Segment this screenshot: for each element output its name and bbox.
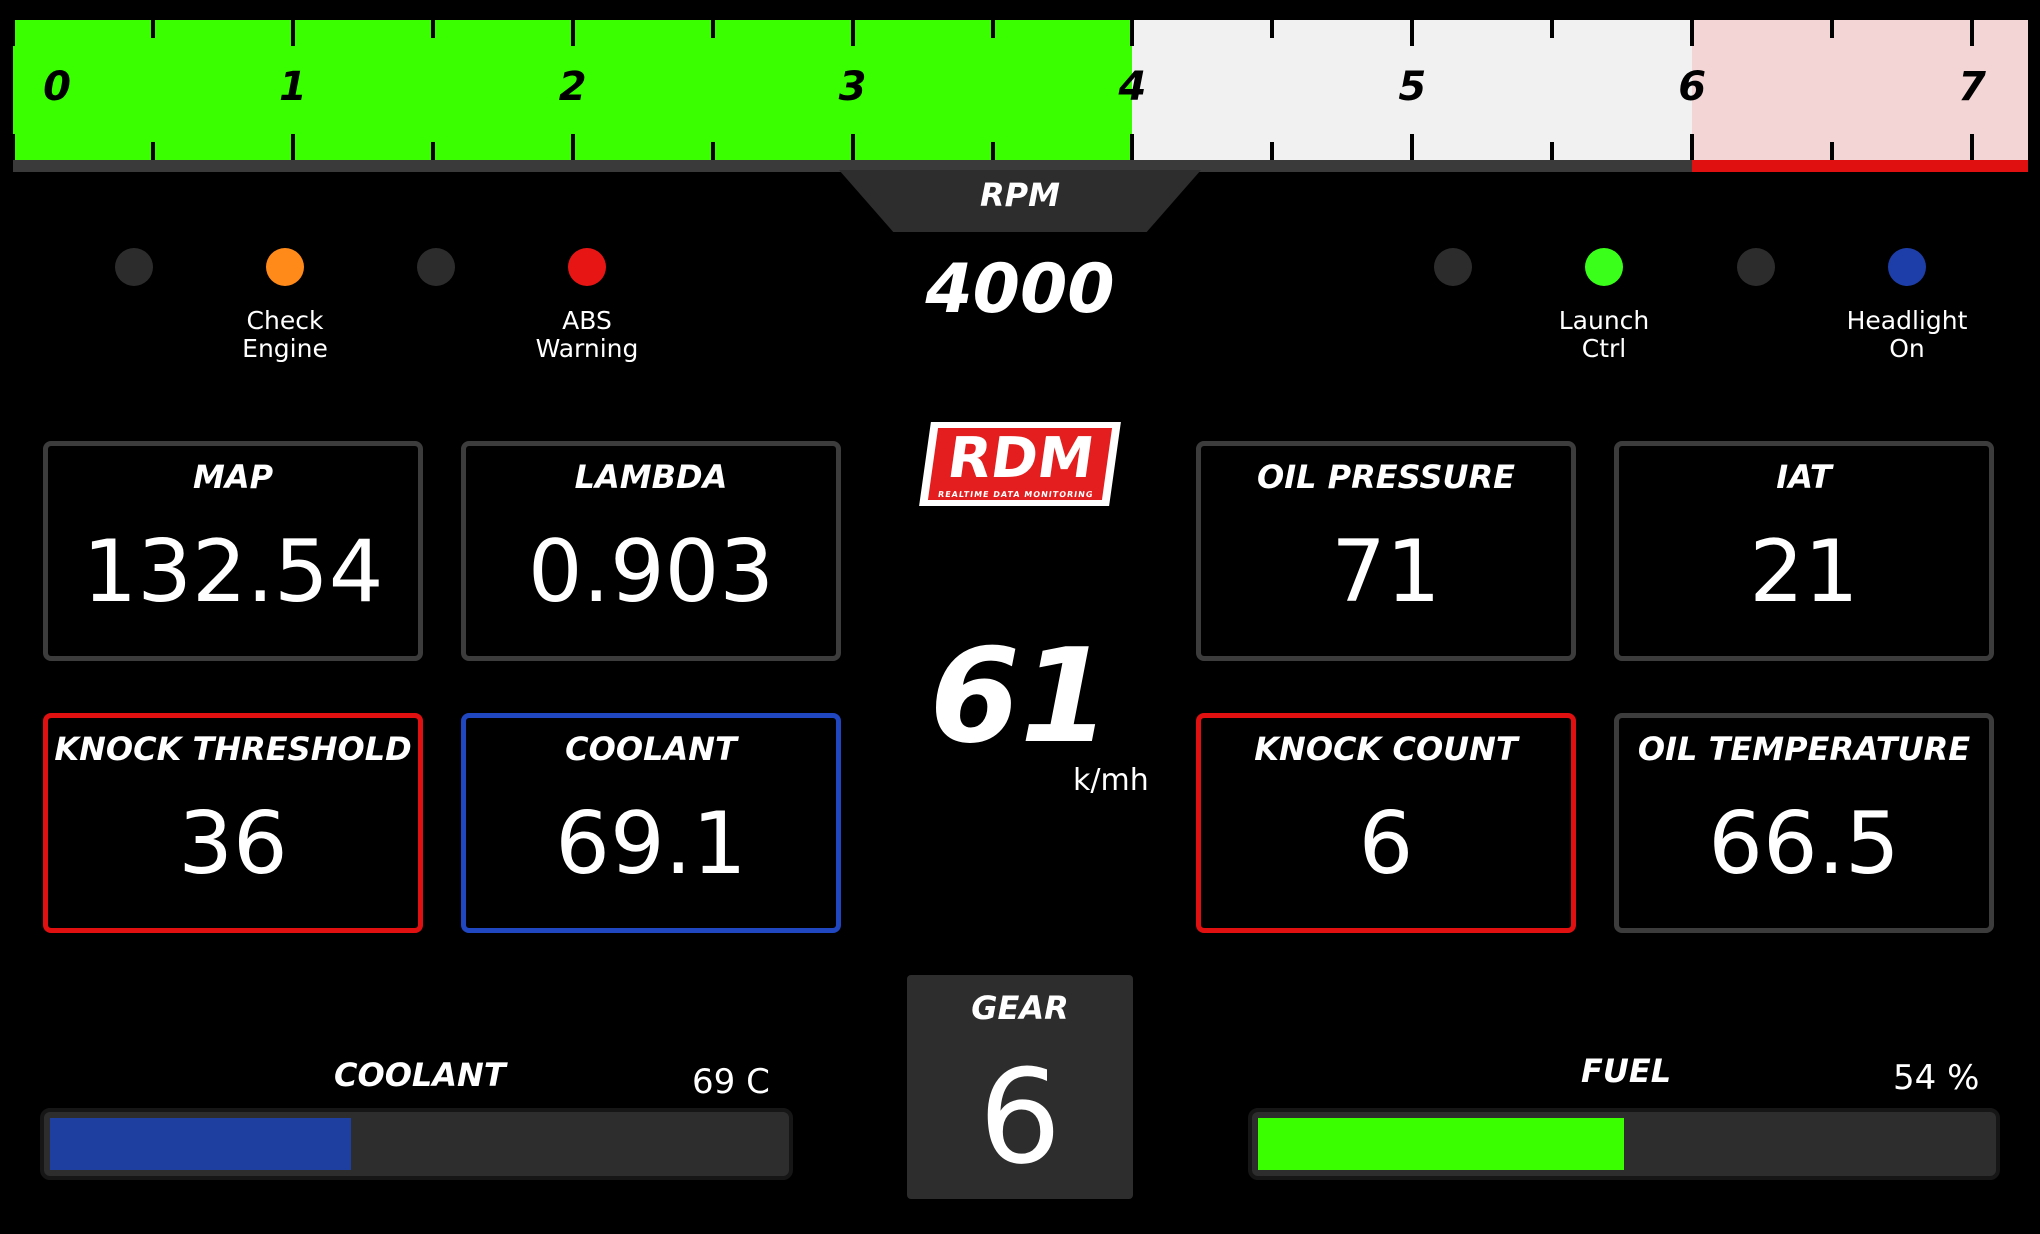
speed-unit: k/mh [1073, 763, 1149, 798]
fuel-gauge-fill [1258, 1118, 1624, 1170]
rpm-tick-label: 3 [838, 64, 867, 110]
rpm-tick-mark [1270, 20, 1275, 38]
rdm-logo: RDM REALTIME DATA MONITORING [919, 422, 1121, 506]
rpm-tick-label: 0 [43, 64, 71, 110]
gear-label: GEAR [971, 989, 1069, 1027]
gear-value: 6 [978, 1041, 1062, 1193]
rpm-tick-label: 2 [558, 64, 587, 110]
map-value: 132.54 [82, 522, 384, 622]
rpm-tick-mark [1690, 134, 1695, 160]
indicator-light-off [115, 248, 153, 286]
rpm-tick-mark [13, 20, 15, 46]
abs-warning-label: ABS Warning [535, 306, 639, 363]
rpm-tick-mark [850, 134, 855, 160]
coolant-box: COOLANT 69.1 [461, 713, 841, 933]
coolant-value: 69.1 [555, 794, 747, 894]
speed-value: 61 [929, 620, 1111, 772]
rpm-tick-mark [710, 20, 715, 38]
gear-box: GEAR 6 [907, 975, 1133, 1199]
check-engine-label: Check Engine [242, 306, 328, 363]
map-title: MAP [192, 458, 274, 496]
rpm-tick-mark [430, 20, 435, 38]
lambda-value: 0.903 [527, 522, 775, 622]
coolant-gauge-track [40, 1108, 793, 1180]
rpm-tick-label: 5 [1398, 64, 1427, 110]
rpm-tick-label: 1 [278, 64, 307, 110]
rpm-baseline [13, 160, 2028, 172]
indicator-light-off [1434, 248, 1472, 286]
knock-count-value: 6 [1358, 794, 1414, 894]
rpm-tick-mark [290, 134, 295, 160]
fuel-gauge-title: FUEL [1581, 1052, 1672, 1090]
coolant-gauge-title: COOLANT [334, 1056, 506, 1094]
rpm-tick-mark [150, 20, 155, 38]
iat-title: IAT [1776, 458, 1832, 496]
rpm-tick-mark [430, 142, 435, 160]
oil-temperature-box: OIL TEMPERATURE 66.5 [1614, 713, 1994, 933]
oil-temperature-value: 66.5 [1708, 794, 1900, 894]
rpm-tick-mark [570, 134, 575, 160]
rpm-tick-mark [1550, 142, 1555, 160]
coolant-gauge-fill [50, 1118, 351, 1170]
lambda-title: LAMBDA [574, 458, 728, 496]
abs-warning-light [568, 248, 606, 286]
iat-value: 21 [1749, 522, 1859, 622]
rpm-tick-mark [850, 20, 855, 46]
knock-count-box: KNOCK COUNT 6 [1196, 713, 1576, 933]
lambda-box: LAMBDA 0.903 [461, 441, 841, 661]
knock-threshold-value: 36 [178, 794, 288, 894]
rpm-tick-mark [290, 20, 295, 46]
headlight-light [1888, 248, 1926, 286]
rpm-tick-mark [990, 20, 995, 38]
rpm-redline-marker [1692, 160, 2028, 172]
oil-pressure-title: OIL PRESSURE [1256, 458, 1516, 496]
knock-count-title: KNOCK COUNT [1254, 730, 1518, 768]
rpm-tick-mark [1410, 20, 1415, 46]
check-engine-light [266, 248, 304, 286]
rpm-tick-mark [1550, 20, 1555, 38]
rdm-logo-text: RDM [943, 426, 1099, 491]
oil-pressure-value: 71 [1331, 522, 1441, 622]
rpm-tick-mark [1130, 134, 1135, 160]
rpm-tick-mark [1830, 20, 1835, 38]
rpm-tick-mark [710, 142, 715, 160]
rpm-tick-mark [1970, 134, 1975, 160]
rpm-tick-label: 6 [1678, 64, 1707, 110]
rpm-value: 4000 [925, 250, 1115, 329]
indicator-light-off [1737, 248, 1775, 286]
rpm-label: RPM [980, 176, 1060, 214]
rpm-tick-mark [1690, 20, 1695, 46]
rpm-tick-label: 4 [1118, 64, 1147, 110]
rpm-tick-mark [1270, 142, 1275, 160]
rpm-tick-mark [1830, 142, 1835, 160]
rpm-tick-mark [1130, 20, 1135, 46]
rdm-logo-subtitle: REALTIME DATA MONITORING [937, 490, 1095, 499]
iat-box: IAT 21 [1614, 441, 1994, 661]
launch-control-label: Launch Ctrl [1558, 306, 1650, 363]
rpm-tick-mark [570, 20, 575, 46]
headlight-label: Headlight On [1846, 306, 1968, 363]
map-box: MAP 132.54 [43, 441, 423, 661]
rpm-tick-mark [990, 142, 995, 160]
rpm-bar: 0 1 2 3 4 5 6 7 [13, 20, 2028, 160]
knock-threshold-box: KNOCK THRESHOLD 36 [43, 713, 423, 933]
fuel-gauge-track [1248, 1108, 2000, 1180]
fuel-gauge-value: 54 % [1893, 1058, 1980, 1098]
knock-threshold-title: KNOCK THRESHOLD [54, 730, 412, 768]
rpm-tick-mark [150, 142, 155, 160]
rpm-tick-mark [1410, 134, 1415, 160]
coolant-gauge-value: 69 C [692, 1062, 770, 1102]
oil-temperature-title: OIL TEMPERATURE [1637, 730, 1971, 768]
indicator-light-off [417, 248, 455, 286]
coolant-title: COOLANT [565, 730, 737, 768]
rpm-tab [839, 170, 1201, 232]
launch-control-light [1585, 248, 1623, 286]
oil-pressure-box: OIL PRESSURE 71 [1196, 441, 1576, 661]
rpm-tick-mark [13, 134, 15, 160]
rdm-logo-badge: RDM REALTIME DATA MONITORING [927, 426, 1113, 500]
rpm-tick-label: 7 [1958, 64, 1986, 110]
rpm-tick-mark [1970, 20, 1975, 46]
